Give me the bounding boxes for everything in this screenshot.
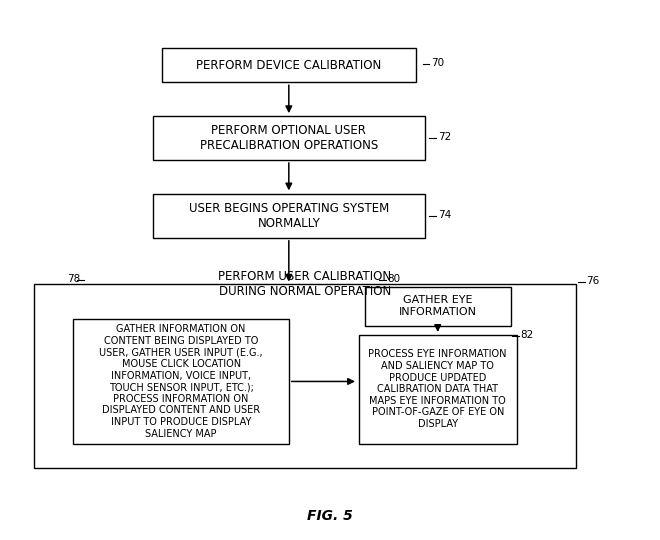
Text: 78: 78	[67, 274, 81, 285]
Bar	[162, 49, 416, 82]
Text: USER BEGINS OPERATING SYSTEM
NORMALLY: USER BEGINS OPERATING SYSTEM NORMALLY	[189, 201, 389, 229]
Text: 80: 80	[387, 274, 400, 285]
Text: GATHER INFORMATION ON
CONTENT BEING DISPLAYED TO
USER, GATHER USER INPUT (E.G.,
: GATHER INFORMATION ON CONTENT BEING DISP…	[99, 324, 263, 438]
Bar	[152, 193, 425, 238]
Bar	[152, 116, 425, 160]
Bar	[73, 319, 289, 444]
Text: 82: 82	[520, 330, 533, 340]
Text: PERFORM USER CALIBRATION
DURING NORMAL OPERATION: PERFORM USER CALIBRATION DURING NORMAL O…	[218, 270, 391, 298]
Text: 72: 72	[438, 132, 451, 142]
Text: 74: 74	[438, 210, 451, 220]
Text: 76: 76	[587, 276, 600, 286]
Text: PROCESS EYE INFORMATION
AND SALIENCY MAP TO
PRODUCE UPDATED
CALIBRATION DATA THA: PROCESS EYE INFORMATION AND SALIENCY MAP…	[368, 349, 507, 429]
Text: PERFORM DEVICE CALIBRATION: PERFORM DEVICE CALIBRATION	[196, 59, 381, 72]
Bar	[358, 335, 517, 444]
Text: 70: 70	[432, 58, 444, 68]
Bar	[34, 284, 576, 468]
Text: FIG. 5: FIG. 5	[307, 509, 353, 523]
Text: PERFORM OPTIONAL USER
PRECALIBRATION OPERATIONS: PERFORM OPTIONAL USER PRECALIBRATION OPE…	[200, 124, 378, 152]
Bar	[365, 287, 511, 326]
Text: GATHER EYE
INFORMATION: GATHER EYE INFORMATION	[399, 295, 477, 317]
